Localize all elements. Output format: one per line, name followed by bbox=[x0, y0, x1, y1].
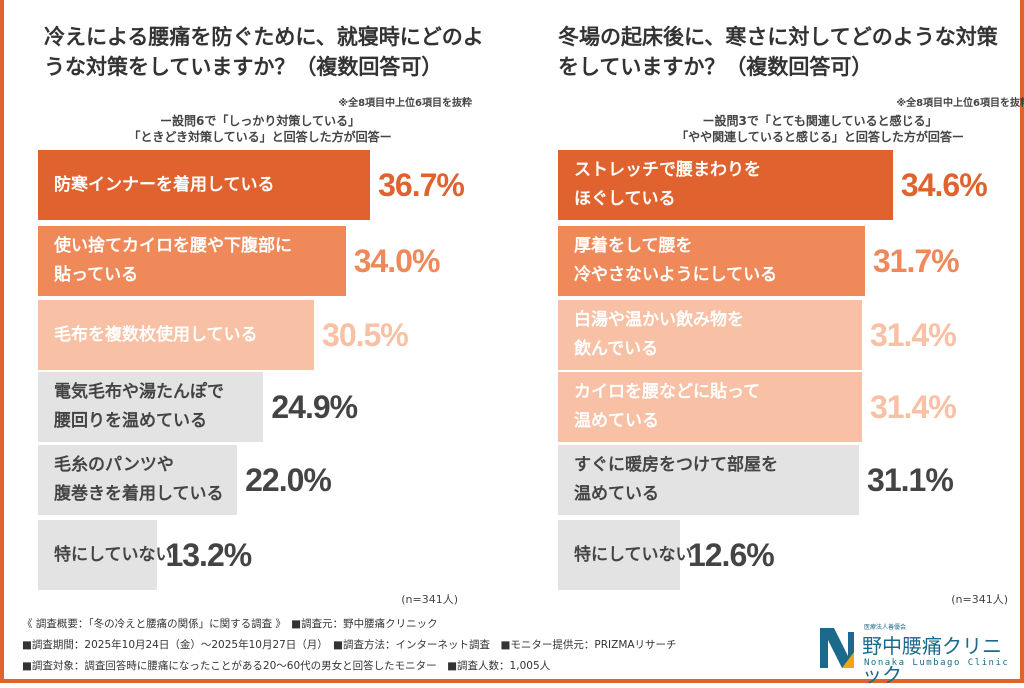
bar-label: 厚着をして腰を 冷やさないようにしている bbox=[574, 236, 778, 285]
logo-en: Nonaka Lumbago Clinic bbox=[864, 658, 1010, 668]
logo-org: 医療法人善優会 bbox=[864, 624, 907, 631]
chart-left: 冷えによる腰痛を防ぐために、就寝時にどのような対策をしていますか？（複数回答可）… bbox=[0, 0, 500, 610]
bar-row: 防寒インナーを着用している 36.7% bbox=[38, 150, 508, 220]
footer-line: ■調査対象：調査回答時に腰痛になったことがある20～60代の男女と回答したモニタ… bbox=[22, 660, 551, 672]
footer-line: ■調査期間：2025年10月24日（金）～2025年10月27日（月） ■調査方… bbox=[22, 639, 677, 651]
logo-mark-icon bbox=[820, 628, 854, 668]
chart-subtitle: ー設問3で「とても関連していると感じる」 「やや関連していると感じる」と回答した… bbox=[676, 114, 964, 144]
bar-row: 電気毛布や湯たんぽで 腰回りを温めている 24.9% bbox=[38, 372, 508, 442]
bar bbox=[558, 445, 860, 515]
bar bbox=[38, 520, 158, 590]
bar bbox=[558, 300, 862, 370]
bar-row: 使い捨てカイロを腰や下腹部に 貼っている 34.0% bbox=[38, 226, 508, 296]
bar-label: 防寒インナーを着用している bbox=[54, 174, 275, 195]
bar bbox=[558, 372, 862, 442]
bar bbox=[558, 226, 865, 296]
bar bbox=[38, 445, 238, 515]
value-label: 24.9% bbox=[271, 388, 358, 425]
value-label: 12.6% bbox=[687, 536, 775, 573]
bar-label: すぐに暖房をつけて部屋を 温めている bbox=[574, 455, 778, 504]
chart-note: ※全8項目中上位6項目を抜粋 bbox=[338, 98, 472, 109]
clinic-logo: 医療法人善優会 野中腰痛クリニック Nonaka Lumbago Clinic bbox=[818, 622, 1018, 687]
value-label: 13.2% bbox=[165, 536, 252, 573]
sample-size: (n=341人) bbox=[401, 593, 458, 606]
bar-row: 毛布を複数枚使用している 30.5% bbox=[38, 300, 508, 370]
bar-row: カイロを腰などに貼って 温めている 31.4% bbox=[558, 372, 1024, 442]
bar-label: 特にしていない bbox=[574, 544, 693, 565]
bar-row: 白湯や温かい飲み物を 飲んでいる 31.4% bbox=[558, 300, 1024, 370]
bar-row: 毛糸のパンツや 腹巻きを着用している 22.0% bbox=[38, 445, 508, 515]
footer-line: 《 調査概要：「冬の冷えと腰痛の関係」に関する調査 》 ■調査元：野中腰痛クリニ… bbox=[22, 618, 438, 630]
chart-note: ※全8項目中上位6項目を抜粋 bbox=[896, 98, 1024, 109]
bar bbox=[558, 150, 893, 220]
sample-size: (n=341人) bbox=[951, 593, 1008, 606]
bar bbox=[38, 300, 315, 370]
survey-footer: 《 調査概要：「冬の冷えと腰痛の関係」に関する調査 》 ■調査元：野中腰痛クリニ… bbox=[22, 614, 677, 677]
bar-label: 白湯や温かい飲み物を 飲んでいる bbox=[574, 310, 744, 359]
bar-row: 特にしていない 12.6% bbox=[558, 520, 1024, 590]
bar-label: ストレッチで腰まわりを ほぐしている bbox=[574, 160, 761, 209]
bar-label: 毛布を複数枚使用している bbox=[54, 324, 258, 345]
value-label: 36.7% bbox=[378, 166, 465, 203]
bar-label: 電気毛布や湯たんぽで 腰回りを温めている bbox=[54, 382, 224, 431]
bar-label: 使い捨てカイロを腰や下腹部に 貼っている bbox=[54, 236, 292, 285]
value-label: 31.4% bbox=[869, 316, 957, 353]
chart-right: 冬場の起床後に、寒さに対してどのような対策をしていますか？（複数回答可） ※全8… bbox=[520, 0, 1024, 610]
value-label: 22.0% bbox=[245, 461, 332, 498]
bar-row: ストレッチで腰まわりを ほぐしている 34.6% bbox=[558, 150, 1024, 220]
value-label: 30.5% bbox=[322, 316, 409, 353]
logo-name: 野中腰痛クリニック bbox=[862, 634, 1002, 687]
bar bbox=[38, 372, 264, 442]
chart-subtitle: ー設問6で「しっかり対策している」 「ときどき対策している」と回答した方が回答ー bbox=[128, 114, 392, 144]
value-label: 31.7% bbox=[872, 242, 960, 279]
value-label: 34.6% bbox=[900, 166, 988, 203]
bar-label: 特にしていない bbox=[54, 544, 173, 565]
bar-label: カイロを腰などに貼って 温めている bbox=[574, 382, 761, 431]
value-label: 31.1% bbox=[867, 461, 954, 498]
bar bbox=[38, 226, 346, 296]
bar-row: すぐに暖房をつけて部屋を 温めている 31.1% bbox=[558, 445, 1024, 515]
chart-title: 冷えによる腰痛を防ぐために、就寝時にどのような対策をしていますか？（複数回答可） bbox=[44, 25, 484, 79]
bar bbox=[558, 520, 680, 590]
bar bbox=[38, 150, 371, 220]
bar-row: 厚着をして腰を 冷やさないようにしている 31.7% bbox=[558, 226, 1024, 296]
value-label: 31.4% bbox=[869, 388, 957, 425]
bar-label: 毛糸のパンツや 腹巻きを着用している bbox=[54, 455, 224, 504]
chart-title: 冬場の起床後に、寒さに対してどのような対策をしていますか？（複数回答可） bbox=[558, 25, 998, 79]
value-label: 34.0% bbox=[353, 242, 441, 279]
bar-row: 特にしていない 13.2% bbox=[38, 520, 508, 590]
